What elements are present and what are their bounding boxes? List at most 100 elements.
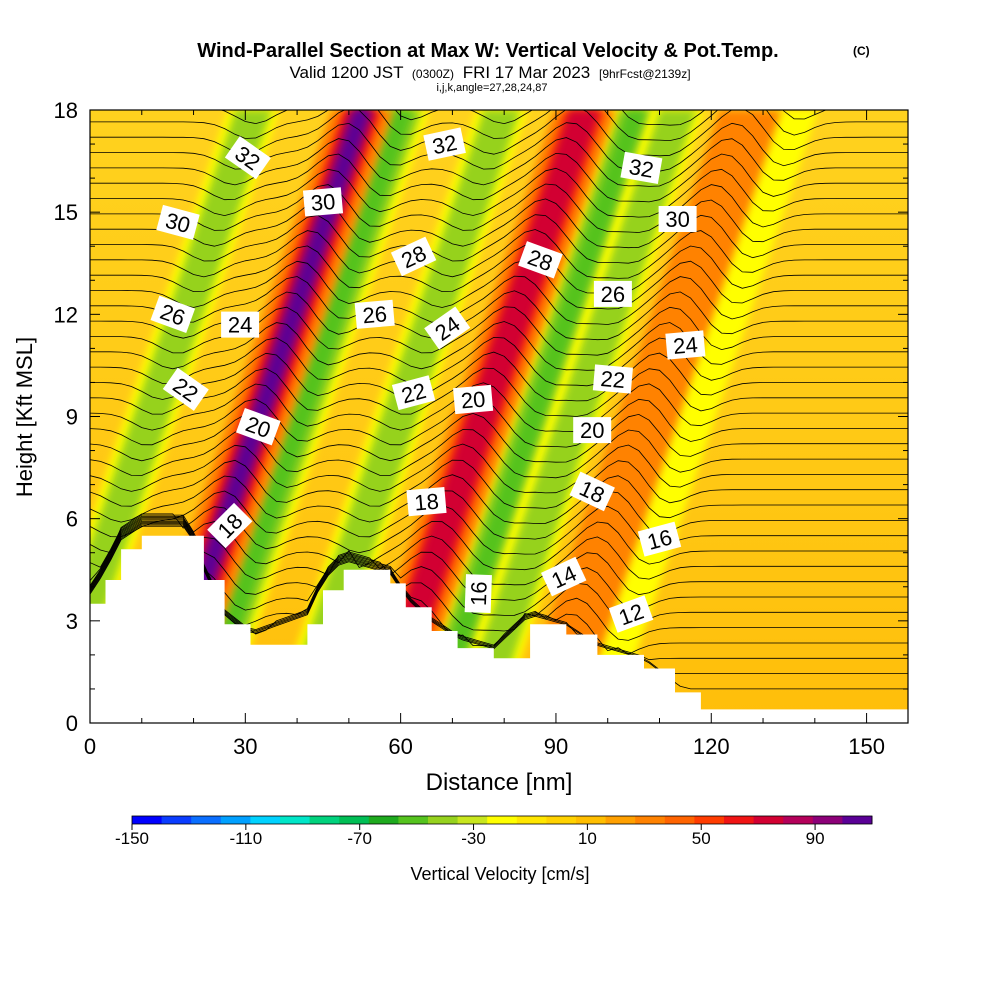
contour-label-box	[608, 595, 654, 633]
colorbar-swatch	[132, 816, 163, 824]
contour-label-text: 24	[228, 313, 252, 338]
contour-label: 18	[569, 471, 615, 512]
valid-time-prefix: Valid 1200 JST	[289, 63, 403, 82]
colorbar-frame	[131, 815, 873, 825]
colorbar-swatch	[635, 816, 666, 824]
contour-label-text: 24	[672, 332, 699, 359]
index-info: i,j,k,angle=27,28,24,87	[436, 82, 547, 94]
contour-label-box	[464, 574, 492, 614]
theta-contour-line	[90, 524, 908, 674]
x-tick-label: 120	[693, 734, 730, 759]
theta-contour-line	[90, 412, 908, 463]
contour-label-box	[221, 311, 260, 338]
theta-contours	[90, 110, 908, 690]
contour-label-box	[424, 306, 471, 350]
contour-label: 32	[423, 127, 466, 161]
contour-label: 16	[464, 574, 492, 614]
x-tick-label: 90	[544, 734, 568, 759]
contour-label: 26	[150, 295, 196, 334]
contour-label-box	[207, 502, 253, 549]
colorbar-tick-label: 90	[806, 829, 825, 848]
contour-label-box	[637, 521, 682, 557]
colorbar-swatch	[812, 816, 843, 824]
theta-contour-line	[90, 183, 908, 233]
x-tick-label: 150	[848, 734, 885, 759]
theta-contour-line	[90, 137, 908, 187]
contour-label-box	[156, 204, 200, 240]
theta-contour-line	[90, 504, 908, 555]
theta-contour-line	[90, 198, 908, 249]
chart-title: Wind-Parallel Section at Max W: Vertical…	[197, 40, 778, 62]
theta-contour-line	[90, 110, 908, 157]
contour-label-box	[354, 299, 395, 329]
contour-label-text: 18	[413, 489, 440, 516]
contour-label: 16	[637, 521, 682, 557]
theta-contour-line	[90, 214, 908, 264]
colorbar-swatch	[309, 816, 340, 824]
x-tick-label: 30	[233, 734, 257, 759]
y-tick-label: 15	[54, 200, 78, 225]
contour-label-box	[390, 236, 437, 277]
y-axis-label: Height [Kft MSL]	[12, 337, 37, 497]
contour-label-box	[540, 556, 587, 597]
terrain-mask	[90, 535, 908, 723]
valid-date: FRI 17 Mar 2023	[463, 63, 591, 82]
contour-label-box	[224, 136, 271, 180]
contour-label-box	[406, 486, 447, 517]
theta-contour-line	[90, 367, 908, 417]
theta-contour-line	[90, 443, 908, 494]
colorbar-swatch	[576, 816, 607, 824]
colorbar-swatch	[220, 816, 251, 824]
x-tick-label: 60	[388, 734, 412, 759]
colorbar-swatch	[428, 816, 459, 824]
theta-contour-line	[90, 518, 908, 616]
downdraft-band-3-level-2	[421, 110, 648, 723]
colorbar-swatch	[753, 816, 784, 824]
contour-label-box	[665, 330, 706, 360]
theta-contour-line	[90, 519, 908, 632]
theta-contour-line	[90, 490, 908, 540]
colorbar-label: Vertical Velocity [cm/s]	[410, 864, 589, 884]
theta-contour-line	[90, 429, 908, 479]
contour-label: 22	[592, 364, 633, 394]
contour-label-text: 22	[600, 366, 627, 393]
theta-contour-line	[90, 122, 908, 172]
y-tick-label: 0	[66, 711, 78, 736]
theta-contour-line	[90, 259, 908, 310]
contour-label: 20	[453, 384, 494, 415]
contour-label-text: 30	[665, 207, 689, 232]
theta-contour-line	[90, 110, 908, 142]
colorbar-swatch	[842, 816, 873, 824]
theta-contour-line	[90, 382, 908, 433]
colorbar-swatch	[783, 816, 814, 824]
forecast-info: [9hrFcst@2139z]	[599, 67, 691, 81]
contour-label-text: 20	[460, 386, 487, 413]
theta-contour-line	[90, 474, 908, 524]
contour-label: 26	[354, 299, 395, 329]
x-axis-label: Distance [nm]	[426, 769, 573, 796]
contour-label-text: 32	[627, 154, 655, 183]
chart-subtitle: Valid 1200 JST (0300Z) FRI 17 Mar 2023 […	[289, 63, 690, 82]
y-tick-label: 6	[66, 507, 78, 532]
theta-contour-line	[90, 275, 908, 325]
contour-label-text: 16	[466, 581, 492, 606]
contour-label-box	[150, 295, 196, 334]
colorbar-tick-label: -110	[229, 829, 262, 848]
colorbar-swatch	[457, 816, 488, 824]
contour-label-box	[573, 417, 612, 444]
colorbar-swatch	[191, 816, 222, 824]
contour-label: 22	[391, 375, 436, 411]
contour-label-box	[569, 471, 615, 512]
x-tick-label: 0	[84, 734, 96, 759]
contour-label: 20	[573, 417, 612, 444]
theta-contour-line	[90, 351, 908, 402]
theta-contour-line	[90, 523, 908, 661]
contour-label-box	[620, 151, 663, 185]
colorbar-swatch	[694, 816, 725, 824]
contour-label-box	[453, 384, 494, 415]
theta-contour-line	[90, 336, 908, 387]
axes: 0 30 60 90 120 150 0 3 6 9 12 15 18	[54, 98, 908, 759]
colorbar-swatch	[339, 816, 370, 824]
contour-label-box	[391, 375, 436, 411]
